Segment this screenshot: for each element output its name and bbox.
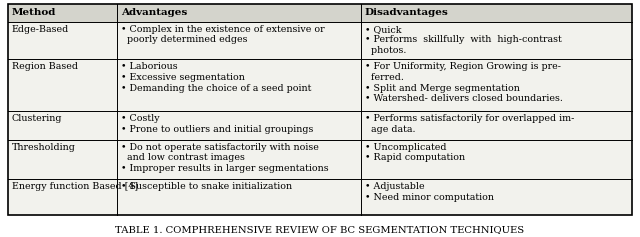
Text: • Excessive segmentation: • Excessive segmentation [121,73,245,82]
Text: • Prone to outliers and initial groupings: • Prone to outliers and initial grouping… [121,125,314,134]
Text: • Laborious: • Laborious [121,62,178,71]
Text: and low contrast images: and low contrast images [121,153,245,162]
Text: • Quick: • Quick [365,25,401,34]
Text: ferred.: ferred. [365,73,403,82]
Text: age data.: age data. [365,125,415,134]
Text: • Demanding the choice of a seed point: • Demanding the choice of a seed point [121,83,312,92]
Text: Disadvantages: Disadvantages [365,8,448,17]
Text: • Watershed- delivers closed boundaries.: • Watershed- delivers closed boundaries. [365,94,563,103]
Text: Edge-Based: Edge-Based [12,25,69,34]
Text: poorly determined edges: poorly determined edges [121,35,248,44]
Text: Region Based: Region Based [12,62,78,71]
Text: • Do not operate satisfactorily with noise: • Do not operate satisfactorily with noi… [121,143,319,152]
Text: • Need minor computation: • Need minor computation [365,193,493,202]
Bar [8,4,632,215]
Text: • Susceptible to snake initialization: • Susceptible to snake initialization [121,182,292,191]
Text: • Costly: • Costly [121,114,160,123]
Text: • For Uniformity, Region Growing is pre-: • For Uniformity, Region Growing is pre- [365,62,561,71]
Text: photos.: photos. [365,46,406,55]
Text: • Complex in the existence of extensive or: • Complex in the existence of extensive … [121,25,325,34]
Text: • Adjustable: • Adjustable [365,182,424,191]
Text: • Uncomplicated: • Uncomplicated [365,143,446,152]
Text: Method: Method [12,8,56,17]
Text: • Performs satisfactorily for overlapped im-: • Performs satisfactorily for overlapped… [365,114,574,123]
Text: • Split and Merge segmentation: • Split and Merge segmentation [365,83,520,92]
Bar [8,4,632,22]
Text: Clustering: Clustering [12,114,63,123]
Text: • Rapid computation: • Rapid computation [365,153,465,162]
Text: Advantages: Advantages [121,8,188,17]
Text: Energy function Based [4]: Energy function Based [4] [12,182,138,191]
Text: • Improper results in larger segmentations: • Improper results in larger segmentatio… [121,164,329,173]
Text: TABLE 1. COMPHREHENSIVE REVIEW OF BC SEGMENTATION TECHNIQUES: TABLE 1. COMPHREHENSIVE REVIEW OF BC SEG… [115,225,525,234]
Text: • Performs  skillfully  with  high-contrast: • Performs skillfully with high-contrast [365,35,561,44]
Bar [8,4,632,215]
Text: Thresholding: Thresholding [12,143,76,152]
